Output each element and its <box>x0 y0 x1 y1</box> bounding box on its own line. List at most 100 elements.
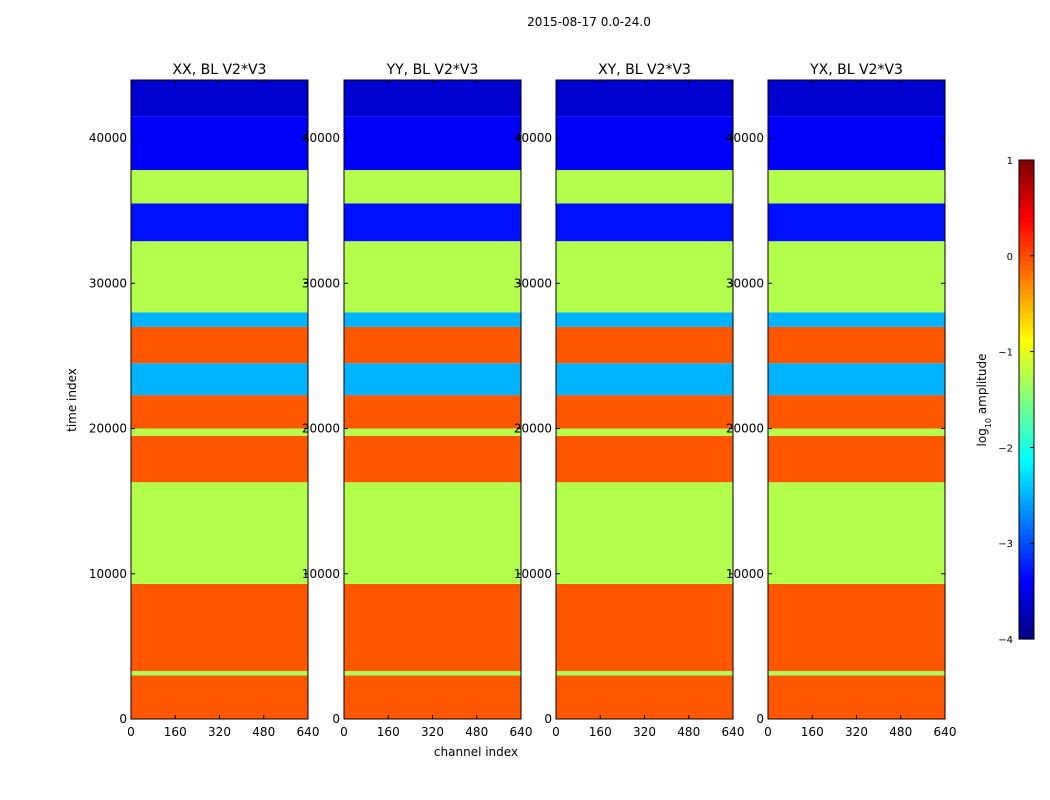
heatmap-band <box>556 583 733 672</box>
y-tick-label: 30000 <box>726 276 764 290</box>
colorbar-segment <box>1019 624 1034 631</box>
colorbar-segment <box>1019 576 1034 583</box>
heatmap-band <box>131 583 308 672</box>
colorbar-segment <box>1019 365 1034 372</box>
heatmap-band <box>131 428 308 436</box>
x-tick-label: 0 <box>127 725 135 739</box>
colorbar-segment <box>1019 342 1034 348</box>
y-tick-label: 30000 <box>89 276 127 290</box>
x-tick-label: 480 <box>889 725 912 739</box>
colorbar-segment <box>1019 207 1034 214</box>
y-tick-label: 20000 <box>302 422 340 436</box>
heatmap-band <box>131 675 308 719</box>
heatmap-band <box>556 80 733 117</box>
y-tick-label: 10000 <box>302 567 340 581</box>
heatmap-band <box>768 428 945 436</box>
colorbar-segment <box>1019 361 1034 367</box>
heatmap-band <box>556 326 733 364</box>
heatmap-band <box>556 363 733 396</box>
heatmap-band <box>768 675 945 719</box>
colorbar-tick-label: 0 <box>1007 252 1013 263</box>
heatmap-band <box>344 428 521 436</box>
colorbar-segment <box>1019 160 1034 166</box>
colorbar-segment <box>1019 509 1034 516</box>
colorbar-segment <box>1019 183 1034 190</box>
heatmap-band <box>768 203 945 242</box>
colorbar-segment <box>1019 198 1034 204</box>
colorbar-segment <box>1019 547 1034 554</box>
y-tick-label: 30000 <box>302 276 340 290</box>
colorbar-segment <box>1019 217 1034 223</box>
colorbar-segment <box>1019 193 1034 199</box>
x-tick-label: 480 <box>465 725 488 739</box>
x-tick-label: 320 <box>208 725 231 739</box>
colorbar-segment <box>1019 524 1034 530</box>
x-axis-label: channel index <box>434 745 518 759</box>
heatmap-band <box>556 428 733 436</box>
y-tick-label: 0 <box>332 712 340 726</box>
colorbar-segment <box>1019 595 1034 602</box>
colorbar-segment <box>1019 169 1034 175</box>
colorbar-tick-label: −3 <box>998 539 1013 550</box>
colorbar-segment <box>1019 413 1034 420</box>
colorbar-segment <box>1019 466 1034 472</box>
heatmap-band <box>344 170 521 204</box>
heatmap-band <box>131 671 308 676</box>
colorbar-label: log10 amplitude <box>975 354 993 447</box>
heatmap-band <box>556 675 733 719</box>
colorbar-segment <box>1019 294 1034 300</box>
heatmap-band <box>768 363 945 396</box>
y-tick-label: 40000 <box>726 131 764 145</box>
colorbar-segment <box>1019 399 1034 405</box>
panels: XX, BL V2*V3 0 160 320 480 640 0 10000 20000 3000… <box>89 62 957 739</box>
colorbar-segment <box>1019 385 1034 391</box>
heatmap-band <box>131 170 308 204</box>
y-tick-label: 20000 <box>89 422 127 436</box>
colorbar-segment <box>1019 600 1034 607</box>
heatmap-band <box>556 241 733 313</box>
colorbar-segment <box>1019 356 1034 362</box>
colorbar-segment <box>1019 533 1034 540</box>
colorbar-segment <box>1019 375 1034 381</box>
colorbar-segment <box>1019 298 1034 305</box>
colorbar-segment <box>1019 504 1034 511</box>
colorbar-segment <box>1019 581 1034 587</box>
x-tick-label: 480 <box>252 725 275 739</box>
x-tick-label: 320 <box>633 725 656 739</box>
y-tick-label: 20000 <box>514 422 552 436</box>
heatmap-band <box>768 482 945 584</box>
x-tick-label: 640 <box>510 725 533 739</box>
heatmap-band <box>768 116 945 171</box>
colorbar-segment <box>1019 270 1034 276</box>
colorbar-segment <box>1019 370 1034 377</box>
colorbar-segment <box>1019 236 1034 243</box>
y-tick-label: 10000 <box>89 567 127 581</box>
colorbar-segment <box>1019 308 1034 314</box>
heatmap-band <box>344 241 521 313</box>
panel-2: YY, BL V2*V3 0 160 320 480 640 0 10000 20000 3000… <box>302 62 533 739</box>
heatmap-band <box>131 395 308 429</box>
colorbar-segment <box>1019 174 1034 180</box>
heatmap-band <box>131 203 308 242</box>
y-tick-label: 10000 <box>514 567 552 581</box>
colorbar-segment <box>1019 380 1034 386</box>
x-tick-label: 640 <box>934 725 957 739</box>
colorbar-segment <box>1019 557 1034 563</box>
colorbar-segment <box>1019 389 1034 396</box>
panel-4: YX, BL V2*V3 0 160 320 480 640 0 10000 20000 3000… <box>726 62 957 739</box>
heatmap-band <box>768 80 945 117</box>
colorbar-segment <box>1019 605 1034 611</box>
colorbar-segment <box>1019 179 1034 185</box>
x-tick-label: 320 <box>421 725 444 739</box>
colorbar-tick-label: 1 <box>1007 156 1013 167</box>
colorbar-segment <box>1019 260 1034 266</box>
colorbar-segment <box>1019 567 1034 573</box>
x-tick-label: 0 <box>764 725 772 739</box>
heatmap-band <box>131 435 308 483</box>
colorbar-segment <box>1019 227 1034 233</box>
heatmap-band <box>556 482 733 584</box>
colorbar: 1 0 −1 −2 −3 −4 <box>998 156 1035 646</box>
colorbar-segment <box>1019 619 1034 626</box>
heatmap-band <box>344 583 521 672</box>
y-tick-label: 20000 <box>726 422 764 436</box>
